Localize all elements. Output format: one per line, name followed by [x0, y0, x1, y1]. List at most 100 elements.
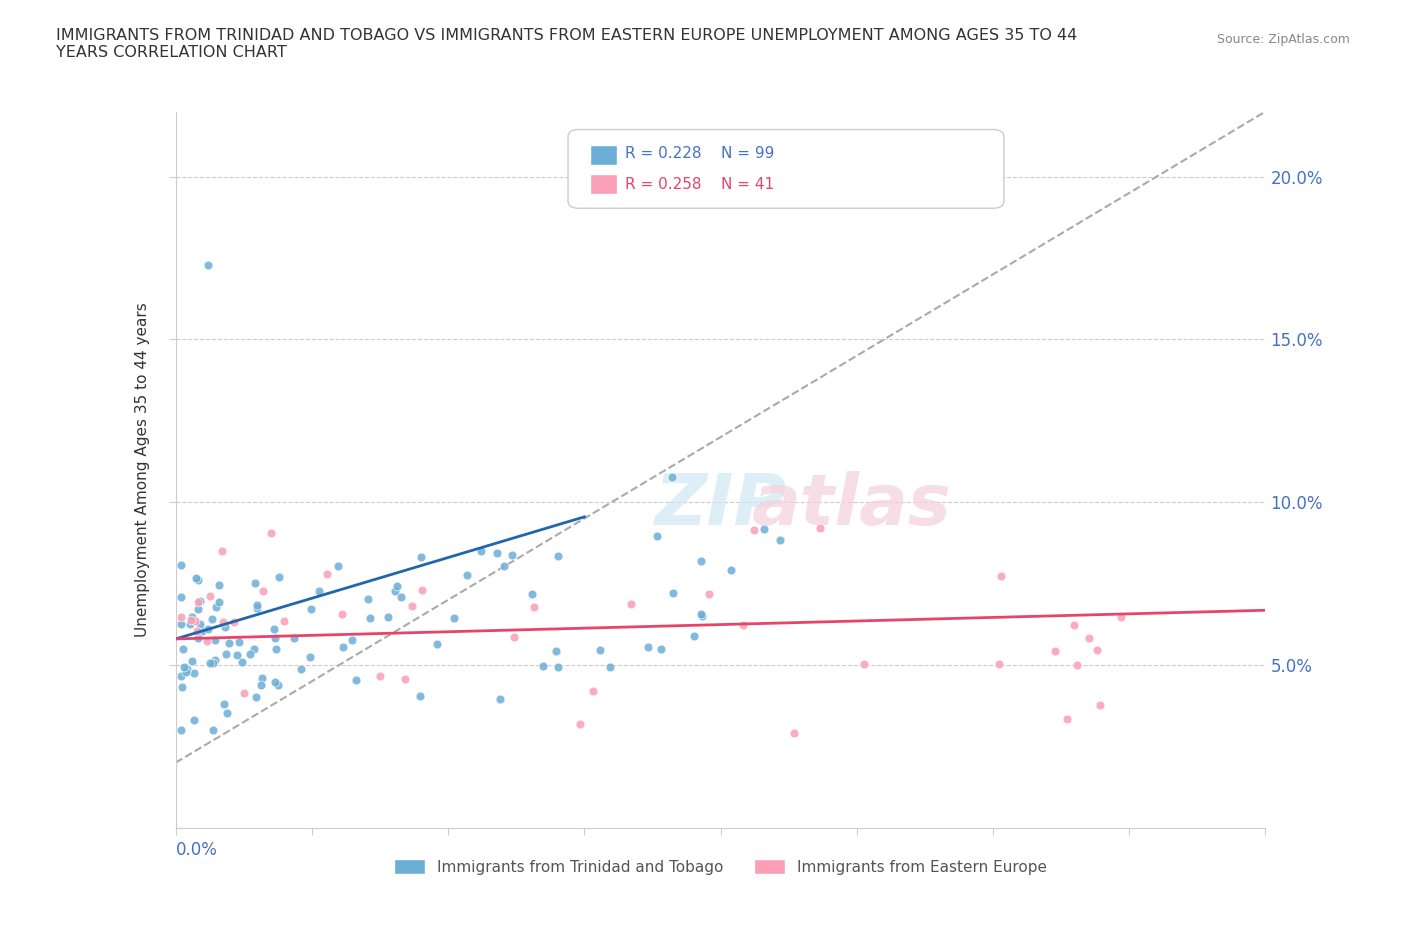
- Point: [443, 611, 465, 626]
- Point: [769, 532, 792, 547]
- Point: [186, 623, 208, 638]
- Point: [211, 543, 233, 558]
- Point: [170, 590, 193, 604]
- Point: [188, 594, 211, 609]
- Point: [197, 258, 219, 272]
- Point: [263, 621, 285, 636]
- Point: [332, 639, 354, 654]
- Point: [683, 629, 706, 644]
- Point: [503, 630, 526, 644]
- Point: [170, 609, 193, 624]
- Point: [232, 685, 254, 700]
- Point: [202, 656, 225, 671]
- Point: [198, 589, 221, 604]
- Point: [389, 590, 412, 604]
- Point: [202, 723, 225, 737]
- Point: [273, 614, 295, 629]
- Point: [299, 601, 322, 616]
- Legend: Immigrants from Trinidad and Tobago, Immigrants from Eastern Europe: Immigrants from Trinidad and Tobago, Imm…: [388, 853, 1053, 881]
- Point: [183, 712, 205, 727]
- Point: [330, 606, 353, 621]
- Point: [546, 644, 568, 658]
- Point: [661, 585, 683, 600]
- Point: [266, 678, 288, 693]
- Point: [689, 553, 711, 568]
- Point: [239, 646, 262, 661]
- Point: [620, 597, 643, 612]
- Point: [190, 623, 212, 638]
- Y-axis label: Unemployment Among Ages 35 to 44 years: Unemployment Among Ages 35 to 44 years: [135, 302, 150, 637]
- Text: R = 0.228    N = 99: R = 0.228 N = 99: [624, 146, 775, 161]
- Point: [246, 601, 269, 616]
- Point: [731, 618, 754, 632]
- Point: [207, 594, 229, 609]
- Point: [174, 664, 197, 679]
- Point: [456, 567, 478, 582]
- Point: [316, 566, 339, 581]
- Point: [492, 559, 515, 574]
- Point: [188, 617, 211, 631]
- Point: [547, 548, 569, 563]
- Point: [426, 637, 449, 652]
- Point: [197, 621, 219, 636]
- FancyBboxPatch shape: [591, 145, 617, 166]
- Point: [187, 602, 209, 617]
- Point: [215, 646, 238, 661]
- Point: [661, 470, 683, 485]
- Point: [170, 557, 193, 572]
- Point: [470, 543, 492, 558]
- Point: [359, 610, 381, 625]
- Point: [599, 659, 621, 674]
- Text: atlas: atlas: [751, 471, 952, 540]
- Point: [231, 654, 253, 669]
- Point: [176, 661, 198, 676]
- Point: [187, 631, 209, 645]
- Point: [252, 584, 274, 599]
- Text: ZIP: ZIP: [654, 471, 787, 540]
- Point: [260, 526, 283, 541]
- Point: [173, 659, 195, 674]
- Point: [179, 617, 201, 631]
- Point: [246, 598, 269, 613]
- Point: [195, 633, 218, 648]
- Point: [411, 582, 433, 597]
- Point: [200, 656, 222, 671]
- Text: 0.0%: 0.0%: [176, 841, 218, 858]
- Point: [212, 615, 235, 630]
- Point: [214, 619, 236, 634]
- Point: [690, 607, 713, 622]
- Point: [357, 591, 380, 606]
- Point: [250, 678, 273, 693]
- Point: [1078, 631, 1101, 645]
- Point: [170, 723, 193, 737]
- Point: [264, 631, 287, 645]
- Point: [205, 600, 228, 615]
- Point: [1056, 711, 1078, 726]
- Point: [1063, 618, 1085, 632]
- Point: [690, 608, 713, 623]
- Point: [523, 600, 546, 615]
- Point: [547, 660, 569, 675]
- Point: [990, 568, 1012, 583]
- Point: [290, 661, 312, 676]
- Point: [226, 648, 249, 663]
- Point: [488, 692, 510, 707]
- Point: [170, 669, 193, 684]
- Point: [283, 631, 305, 645]
- Point: [267, 569, 290, 584]
- Point: [1109, 609, 1132, 624]
- Point: [187, 594, 209, 609]
- Point: [409, 688, 432, 703]
- Point: [1087, 643, 1109, 658]
- Point: [387, 578, 409, 593]
- Point: [486, 546, 509, 561]
- Text: IMMIGRANTS FROM TRINIDAD AND TOBAGO VS IMMIGRANTS FROM EASTERN EUROPE UNEMPLOYME: IMMIGRANTS FROM TRINIDAD AND TOBAGO VS I…: [56, 28, 1077, 60]
- Point: [569, 716, 592, 731]
- Point: [204, 653, 226, 668]
- Point: [697, 587, 720, 602]
- Point: [582, 684, 605, 698]
- Point: [1066, 658, 1088, 672]
- Point: [204, 632, 226, 647]
- Point: [264, 675, 287, 690]
- Point: [744, 523, 766, 538]
